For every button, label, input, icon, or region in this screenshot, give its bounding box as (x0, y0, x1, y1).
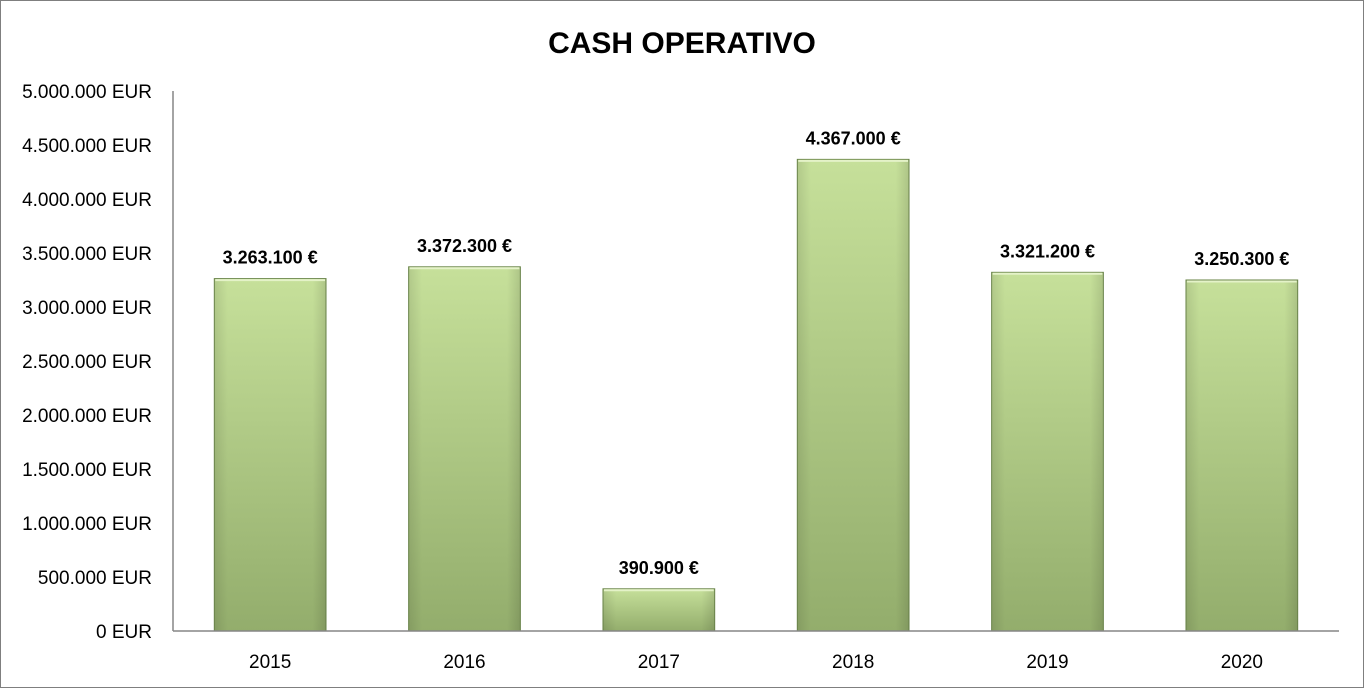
data-label: 3.372.300 € (417, 236, 512, 256)
bar-shading (214, 278, 327, 631)
x-tick-label: 2015 (249, 652, 291, 673)
bar-shading (797, 159, 910, 631)
x-axis-tick-labels: 2015 2016 2017 2018 2019 2020 (249, 652, 1263, 673)
y-tick-label: 4.000.000 EUR (22, 190, 152, 211)
bar (1185, 279, 1299, 632)
x-tick-label: 2017 (638, 652, 680, 673)
data-label: 3.263.100 € (223, 248, 318, 268)
data-label: 390.900 € (619, 558, 699, 578)
y-tick-label: 3.000.000 EUR (22, 298, 152, 319)
data-label: 3.321.200 € (1000, 241, 1095, 261)
bar (796, 158, 910, 632)
x-tick-label: 2016 (443, 652, 485, 673)
bar-shading (408, 266, 521, 631)
bar (991, 271, 1104, 632)
y-tick-label: 5.000.000 EUR (22, 82, 152, 103)
data-label: 3.250.300 € (1194, 249, 1289, 269)
y-tick-label: 1.500.000 EUR (22, 460, 152, 481)
y-tick-label: 3.500.000 EUR (22, 244, 152, 265)
y-axis-tick-labels: 0 EUR 500.000 EUR 1.000.000 EUR 1.500.000 E… (22, 82, 152, 643)
x-tick-label: 2018 (832, 652, 874, 673)
bar-shading (1185, 279, 1298, 631)
y-tick-label: 1.000.000 EUR (22, 514, 152, 535)
chart-title: CASH OPERATIVO (548, 27, 816, 60)
bar-shading (991, 272, 1104, 631)
bar-shading (602, 588, 715, 631)
y-tick-label: 4.500.000 EUR (22, 136, 152, 157)
x-tick-label: 2020 (1221, 652, 1263, 673)
bar (602, 588, 716, 632)
y-tick-label: 2.500.000 EUR (22, 352, 152, 373)
data-label: 4.367.000 € (806, 128, 901, 148)
bar (213, 278, 327, 632)
data-labels: 3.263.100 € 3.372.300 € 390.900 € 4.367.000… (223, 128, 1290, 577)
bar (408, 266, 521, 632)
x-tick-label: 2019 (1026, 652, 1068, 673)
y-tick-label: 500.000 EUR (38, 568, 152, 589)
y-tick-label: 0 EUR (96, 622, 152, 643)
y-tick-label: 2.000.000 EUR (22, 406, 152, 427)
bars (213, 158, 1299, 632)
